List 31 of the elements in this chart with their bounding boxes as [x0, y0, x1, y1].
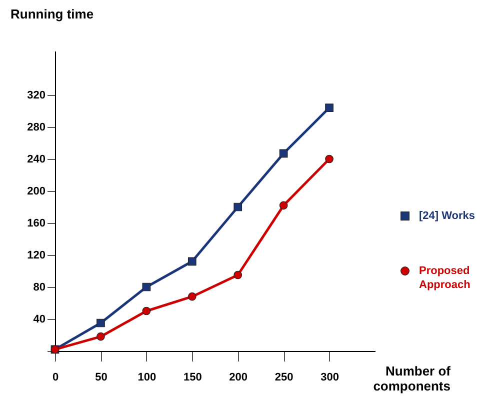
point: [234, 270, 242, 280]
y-tick-label: 80: [33, 282, 46, 294]
point: [279, 201, 288, 210]
y-tick-label: 120: [27, 250, 46, 262]
y-tick-label: 40: [33, 314, 46, 326]
point: [279, 149, 288, 158]
y-tick-label: 280: [27, 122, 46, 134]
y-tick-label: 200: [27, 186, 46, 198]
x-tick-label: 200: [229, 372, 248, 384]
point: [96, 332, 105, 341]
point: [142, 306, 151, 316]
x-tick-label: 0: [52, 372, 59, 384]
point: [142, 282, 151, 292]
y-tick-label: 240: [27, 154, 46, 166]
point: [325, 104, 334, 112]
x-tick-label: 250: [274, 372, 294, 384]
y-tick-label: 320: [27, 90, 46, 102]
point: [188, 292, 196, 301]
point: [234, 202, 242, 212]
legend-label: Proposed Approach: [419, 265, 471, 291]
x-tick-label: 300: [320, 372, 339, 384]
point: [96, 318, 105, 328]
y-axis-title: Running time: [10, 6, 94, 22]
x-axis-title: Number of components: [373, 364, 452, 394]
y-tick-label: 160: [27, 218, 46, 230]
x-tick-label: 150: [183, 372, 202, 384]
point: [188, 257, 196, 266]
legend-label: [24] Works: [419, 210, 476, 222]
x-tick-label: 100: [138, 372, 156, 384]
x-tick-label: 50: [95, 372, 108, 384]
point: [325, 154, 334, 164]
